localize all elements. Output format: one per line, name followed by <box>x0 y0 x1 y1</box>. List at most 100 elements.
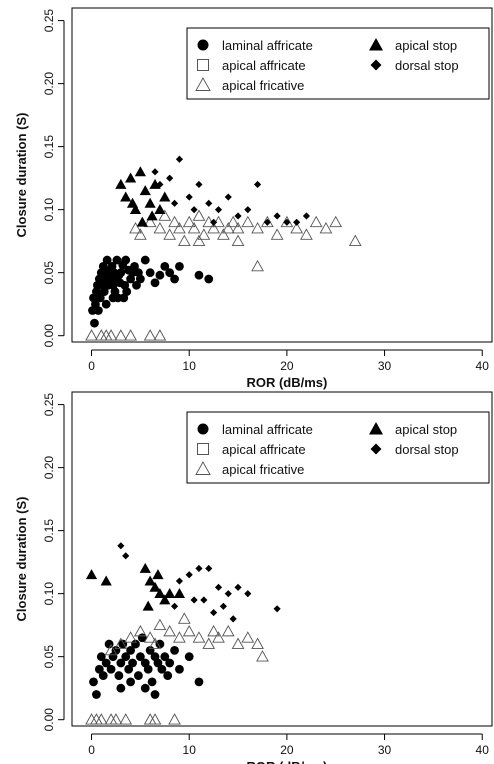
data-point <box>154 204 166 215</box>
legend: laminal affricate apical affricate apical … <box>186 27 490 100</box>
data-point <box>155 639 165 649</box>
data-point <box>106 664 116 674</box>
data-point <box>101 658 111 668</box>
data-point <box>200 596 208 604</box>
data-point <box>170 274 179 284</box>
data-point <box>98 671 108 680</box>
plot-frame <box>71 391 493 727</box>
data-point <box>136 216 148 227</box>
data-point <box>149 581 161 592</box>
data-point <box>194 270 204 280</box>
y-tick-label: 0.00 <box>42 708 56 732</box>
legend-marker <box>197 423 209 435</box>
data-point <box>116 683 126 693</box>
legend-marker <box>197 39 209 51</box>
data-point <box>205 564 213 573</box>
y-tick-label: 0.15 <box>42 519 56 543</box>
y-tick-label: 0.10 <box>42 198 56 222</box>
data-point <box>151 168 159 176</box>
data-point <box>144 197 156 208</box>
data-point <box>219 602 227 610</box>
data-point <box>89 677 98 687</box>
data-point <box>177 612 191 624</box>
legend-box <box>186 411 490 484</box>
data-point <box>135 274 145 284</box>
series-apical-fricative <box>85 612 269 725</box>
data-point <box>244 590 252 598</box>
data-point <box>273 605 281 613</box>
data-point <box>241 215 255 228</box>
data-point <box>140 255 150 265</box>
data-point <box>170 199 179 207</box>
data-point <box>96 652 106 662</box>
data-point <box>244 206 252 214</box>
data-point <box>205 199 213 207</box>
data-point <box>163 228 177 240</box>
data-point <box>184 652 194 662</box>
data-point <box>150 690 160 699</box>
data-point <box>348 234 362 247</box>
data-point <box>125 172 137 183</box>
data-point <box>102 255 112 265</box>
data-point <box>302 212 310 220</box>
data-point <box>221 624 235 637</box>
data-point <box>217 228 230 240</box>
data-point <box>234 212 242 220</box>
legend-marker <box>370 59 382 71</box>
series-dorsal-stop <box>117 542 281 623</box>
data-point <box>153 329 167 341</box>
data-point <box>154 588 166 599</box>
data-point <box>182 215 196 228</box>
legend-marker <box>369 38 383 51</box>
data-point <box>166 174 174 182</box>
data-point <box>147 677 157 687</box>
data-point <box>153 618 167 631</box>
x-tick-label: 20 <box>280 359 294 373</box>
scatter-panel-1: 0 10 20 30 40 ROR (dB/ms) 0.00 0.05 0.10 0.15 0.20… <box>14 7 493 390</box>
data-point <box>114 329 128 341</box>
x-axis: 0 10 20 30 40 ROR (dB/ms) <box>88 349 489 390</box>
data-point <box>190 596 198 604</box>
data-point <box>142 600 154 611</box>
data-point <box>204 274 214 284</box>
data-point <box>210 218 218 226</box>
data-point <box>163 624 177 637</box>
data-point <box>145 268 155 278</box>
legend-box <box>186 27 490 100</box>
data-point <box>168 713 181 725</box>
data-point <box>114 637 128 649</box>
series-apical-stop <box>115 166 171 227</box>
data-point <box>164 588 176 599</box>
y-tick-label: 0.20 <box>42 456 56 480</box>
data-point <box>229 615 237 623</box>
x-axis-title: ROR (dB/ms) <box>246 375 327 390</box>
data-point <box>165 658 175 668</box>
legend-marker <box>197 443 209 455</box>
plot-frame <box>71 7 493 343</box>
data-point <box>116 658 126 668</box>
data-point <box>104 329 118 341</box>
y-tick-label: 0.20 <box>42 72 56 96</box>
x-tick-label: 30 <box>378 743 392 757</box>
legend-label: apical affricate <box>222 58 306 73</box>
data-point <box>214 583 223 591</box>
data-point <box>202 637 216 649</box>
data-point <box>90 318 99 328</box>
data-point <box>132 280 141 290</box>
data-point <box>173 588 186 599</box>
data-point <box>119 713 133 725</box>
series-laminal-affricate <box>89 633 204 699</box>
legend-label: laminal affricate <box>222 38 313 53</box>
data-point <box>175 577 184 585</box>
legend-marker <box>197 59 209 71</box>
data-point <box>100 575 112 586</box>
data-point <box>158 209 172 221</box>
data-point <box>93 306 103 315</box>
data-point <box>160 261 170 271</box>
y-tick-label: 0.10 <box>42 582 56 606</box>
data-point <box>192 234 206 247</box>
y-tick-label: 0.05 <box>42 261 56 285</box>
data-point <box>124 329 137 341</box>
data-point <box>221 222 235 234</box>
